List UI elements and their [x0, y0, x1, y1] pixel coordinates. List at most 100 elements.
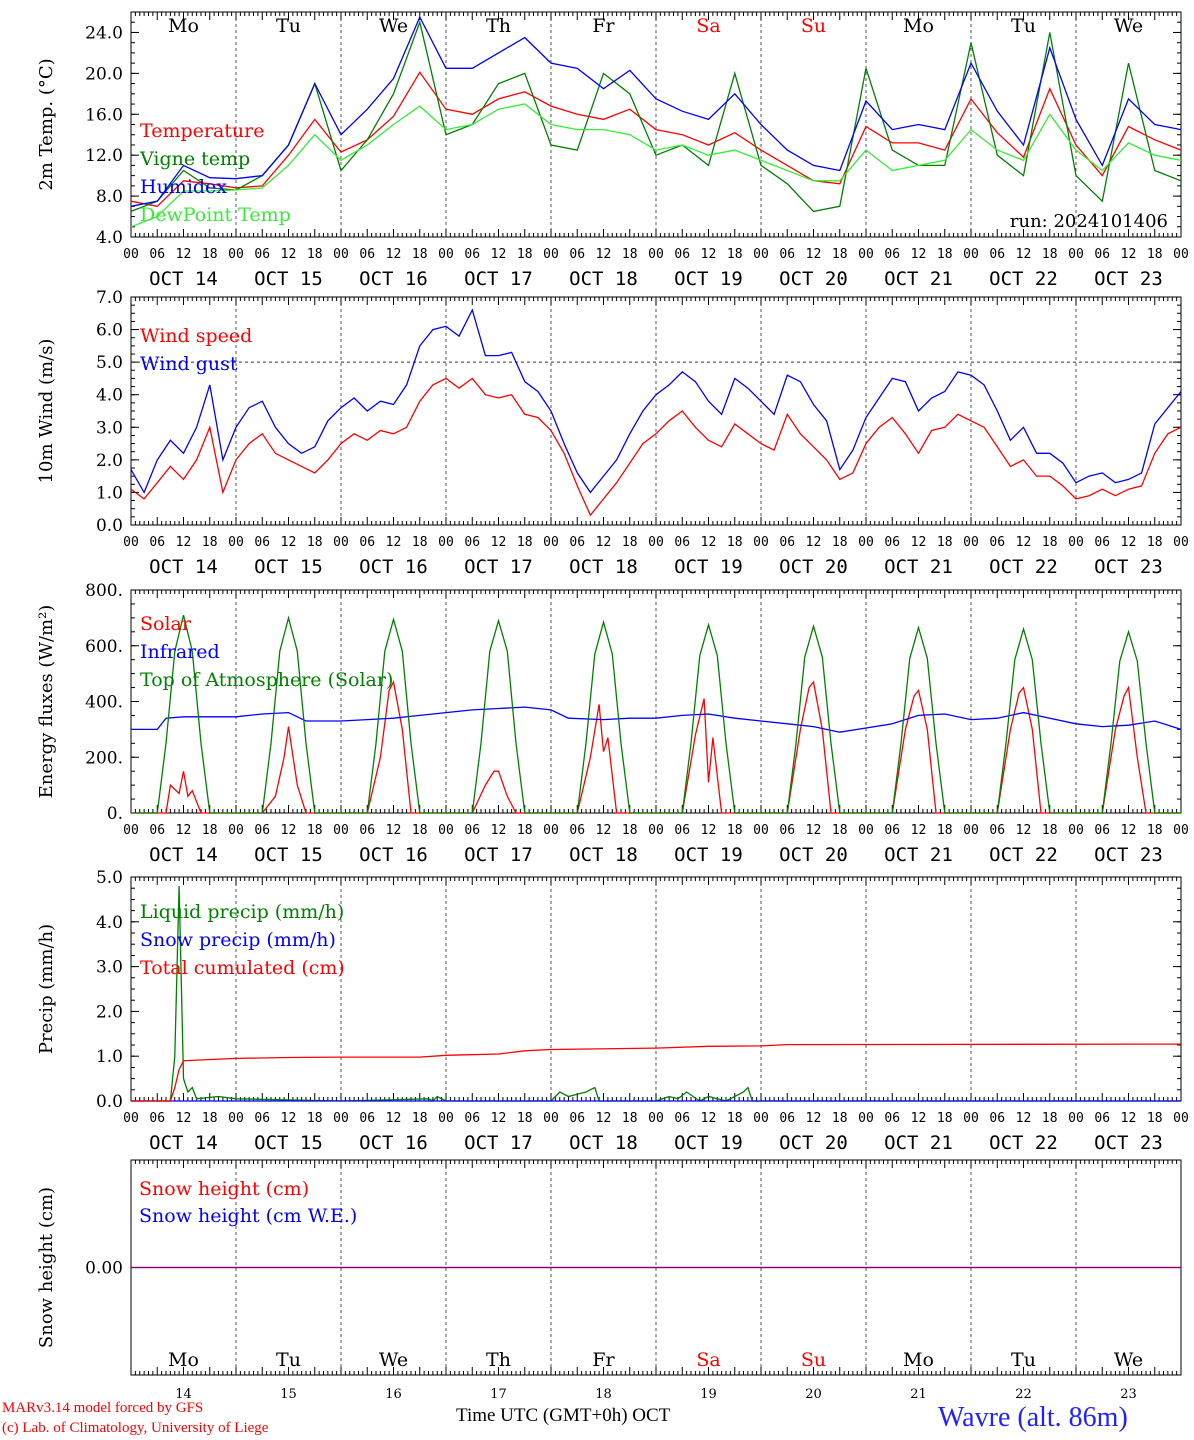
x-hour-label: 00: [123, 1111, 139, 1126]
weekday-label: Su: [801, 1349, 826, 1371]
x-hour-label: 18: [727, 535, 743, 550]
x-hour-label: 00: [228, 1111, 244, 1126]
day-number-label: 14: [175, 1387, 192, 1402]
x-hour-label: 18: [1042, 1111, 1058, 1126]
day-number-label: 22: [1015, 1387, 1032, 1402]
x-hour-label: 18: [412, 535, 428, 550]
x-hour-label: 00: [1173, 535, 1189, 550]
date-label: OCT 19: [674, 1132, 743, 1154]
x-hour-label: 06: [254, 1111, 270, 1126]
x-hour-label: 06: [884, 1111, 900, 1126]
y-tick-label: 1.0: [96, 1047, 123, 1067]
weekday-label: We: [1114, 15, 1143, 37]
y-tick-label: 16.0: [85, 105, 123, 125]
x-hour-label: 12: [281, 535, 297, 550]
x-hour-label: 00: [123, 247, 139, 262]
x-hour-label: 18: [937, 823, 953, 838]
x-hour-label: 00: [1068, 247, 1084, 262]
series-line: [130, 71, 1182, 208]
x-hour-label: 00: [438, 535, 454, 550]
x-hour-label: 00: [543, 247, 559, 262]
y-axis-label: 2m Temp. (°C): [36, 58, 57, 190]
y-tick-label: 24.0: [85, 23, 123, 43]
x-hour-label: 18: [727, 1111, 743, 1126]
legend-entry: Total cumulated (cm): [140, 957, 345, 979]
x-hour-label: 18: [1147, 535, 1163, 550]
y-tick-label: 8.0: [96, 187, 123, 207]
date-label: OCT 22: [989, 1132, 1058, 1154]
y-axis-label: 10m Wind (m/s): [36, 339, 57, 484]
x-hour-label: 12: [1121, 535, 1137, 550]
x-hour-label: 00: [963, 1111, 979, 1126]
y-tick-label: 600.: [85, 637, 123, 657]
y-tick-label: 3.0: [96, 418, 123, 438]
x-hour-label: 00: [123, 823, 139, 838]
x-hour-label: 00: [228, 823, 244, 838]
date-label: OCT 23: [1094, 268, 1163, 290]
x-hour-label: 18: [832, 823, 848, 838]
y-tick-label: 4.0: [96, 228, 123, 248]
y-tick-label: 5.0: [96, 353, 123, 373]
x-hour-label: 06: [254, 535, 270, 550]
weekday-label: Fr: [592, 15, 615, 37]
weekday-label: Th: [486, 15, 511, 37]
x-hour-label: 00: [753, 535, 769, 550]
x-hour-label: 06: [884, 535, 900, 550]
x-hour-label: 00: [438, 1111, 454, 1126]
legend-entry: Snow precip (mm/h): [140, 929, 336, 951]
x-hour-label: 12: [491, 1111, 507, 1126]
x-hour-label: 18: [832, 1111, 848, 1126]
y-axis-label: Energy fluxes (W/m²): [36, 605, 57, 799]
date-label: OCT 16: [359, 556, 428, 578]
x-hour-label: 12: [596, 1111, 612, 1126]
x-hour-label: 06: [989, 247, 1005, 262]
x-hour-label: 00: [753, 1111, 769, 1126]
date-label: OCT 17: [464, 844, 533, 866]
x-hour-label: 00: [228, 535, 244, 550]
x-hour-label: 06: [674, 823, 690, 838]
x-hour-label: 06: [674, 247, 690, 262]
x-hour-label: 12: [596, 823, 612, 838]
x-hour-label: 06: [779, 1111, 795, 1126]
date-label: OCT 14: [149, 268, 218, 290]
x-hour-label: 06: [569, 1111, 585, 1126]
x-hour-label: 12: [176, 1111, 192, 1126]
x-hour-label: 00: [123, 535, 139, 550]
date-label: OCT 16: [359, 844, 428, 866]
series-line: [130, 377, 1182, 517]
x-hour-label: 18: [937, 535, 953, 550]
date-label: OCT 20: [779, 844, 848, 866]
x-hour-label: 00: [648, 247, 664, 262]
x-hour-label: 18: [937, 1111, 953, 1126]
date-label: OCT 14: [149, 844, 218, 866]
x-hour-label: 12: [806, 823, 822, 838]
y-axis-label: Snow height (cm): [36, 1187, 57, 1348]
x-hour-label: 00: [858, 247, 874, 262]
x-hour-label: 18: [202, 535, 218, 550]
weekday-label: We: [1114, 1349, 1143, 1371]
x-hour-label: 18: [1042, 247, 1058, 262]
legend-entry: Snow height (cm): [139, 1178, 309, 1200]
x-hour-label: 00: [858, 535, 874, 550]
date-label: OCT 22: [989, 844, 1058, 866]
date-label: OCT 15: [254, 556, 323, 578]
date-label: OCT 20: [779, 268, 848, 290]
x-hour-label: 18: [517, 1111, 533, 1126]
y-tick-label: 2.0: [96, 451, 123, 471]
date-label: OCT 15: [254, 268, 323, 290]
weekday-label: Sa: [696, 1349, 720, 1371]
x-hour-label: 06: [359, 823, 375, 838]
x-hour-label: 12: [281, 1111, 297, 1126]
x-hour-label: 00: [1068, 535, 1084, 550]
day-number-label: 17: [490, 1387, 507, 1402]
date-label: OCT 14: [149, 556, 218, 578]
date-label: OCT 17: [464, 268, 533, 290]
x-hour-label: 00: [333, 823, 349, 838]
x-hour-label: 12: [1121, 1111, 1137, 1126]
x-hour-label: 06: [464, 823, 480, 838]
date-label: OCT 21: [884, 844, 953, 866]
x-hour-label: 00: [858, 823, 874, 838]
x-hour-label: 00: [1173, 1111, 1189, 1126]
x-hour-label: 12: [596, 535, 612, 550]
